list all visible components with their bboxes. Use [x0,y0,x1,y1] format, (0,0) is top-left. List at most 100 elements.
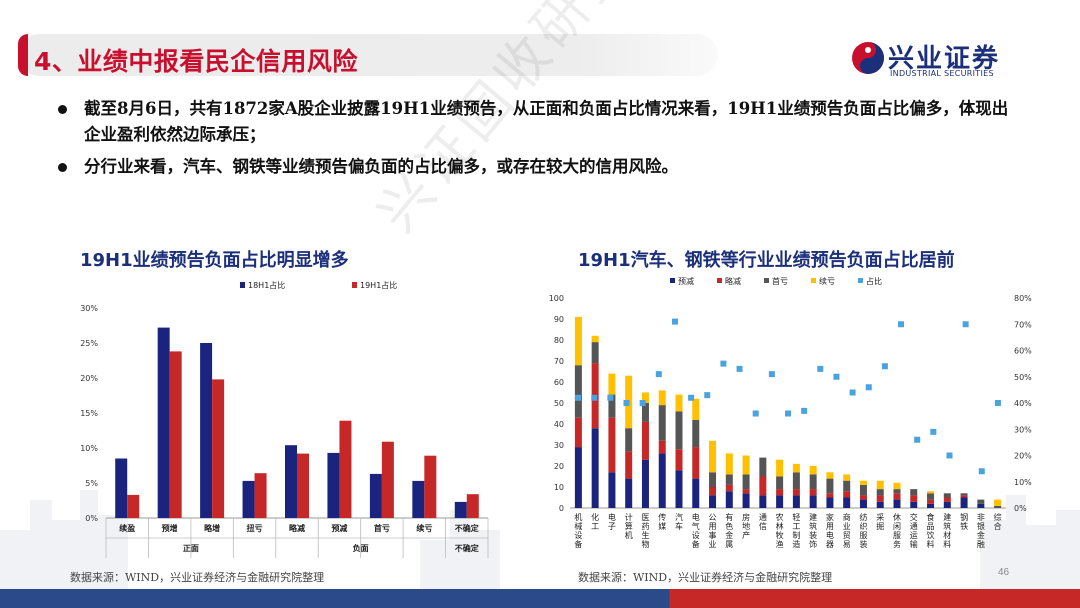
x-tick-label: 预减 [331,523,347,533]
x-tick-label: 电 [608,512,616,522]
stacked-bar-segment [893,499,901,508]
y2-tick-label: 60% [1014,347,1032,356]
y-tick-label: 20 [554,462,564,471]
stacked-bar-segment [809,489,817,496]
stacked-bar-segment [742,493,750,508]
ratio-marker [607,394,614,401]
stacked-bar-segment [675,411,683,450]
stacked-bar-segment [725,474,733,485]
chart-left-source: 数据来源：WIND，兴业证券经济与金融研究院整理 [70,571,325,584]
stacked-bar-segment [859,480,867,485]
x-tick-label: 生 [641,530,649,540]
stacked-bar-segment [742,474,750,490]
x-tick-label: 闲 [893,522,901,531]
bar [466,494,479,518]
x-tick-label: 贸 [843,530,851,540]
stacked-bar-segment [943,501,951,508]
chart-right-source: 数据来源：WIND，兴业证券经济与金融研究院整理 [578,571,833,584]
stacked-bar-segment [927,493,935,500]
x-tick-label: 略减 [289,523,305,533]
slide-title: 4、业绩中报看民企信用风险 [34,47,358,76]
legend-swatch [240,282,245,288]
ratio-marker [994,400,1001,406]
stacked-bar-segment [776,495,784,508]
legend-swatch [352,282,357,288]
stacked-bar-segment [641,403,649,422]
stacked-bar-segment [709,472,717,487]
y-tick-label: 30% [80,304,98,313]
legend-swatch [764,278,769,283]
y-tick-label: 5% [85,479,98,488]
legend-label: 占比 [866,276,882,286]
chart-right-title: 19H1汽车、钢铁等行业业绩预告负面占比居前 [578,250,955,271]
bar [297,453,309,518]
stacked-bar-segment [608,472,616,508]
x-tick-label: 轻 [792,512,800,522]
y-tick-label: 90 [554,315,564,324]
x-tick-label: 车 [675,521,683,531]
legend-swatch [670,278,675,283]
x-tick-label: 子 [608,522,616,531]
title-accent-bar [18,34,28,76]
y-tick-label: 50 [554,399,564,408]
x-tick-label: 电 [826,530,834,540]
x-tick-label: 略增 [204,523,220,533]
x-tick-label: 化 [591,512,599,522]
x-tick-label: 务 [893,539,901,549]
stacked-bar-segment [960,497,968,508]
stacked-bar-segment [759,495,767,508]
x-tick-label: 综 [994,512,1002,522]
x-tick-label: 电 [692,512,700,522]
x-tick-label: 工 [792,522,800,531]
bar [339,420,352,518]
y2-tick-label: 70% [1014,320,1032,329]
x-tick-label: 扭亏 [247,523,263,533]
x-tick-label: 通 [759,512,767,522]
x-tick-label: 银 [977,521,985,531]
bar [254,473,267,518]
stacked-bar-segment [859,484,867,496]
bullet-dot-icon [58,163,67,172]
x-tick-label: 品 [927,522,935,531]
x-tick-label: 非 [977,512,985,522]
bar [369,473,382,518]
x-tick-label: 农 [776,512,784,522]
x-tick-label: 续亏 [416,523,432,533]
stacked-bar-segment [591,342,599,364]
y-tick-label: 0 [559,504,564,513]
stacked-bar-segment [792,489,800,496]
y-tick-label: 25% [80,339,98,348]
ratio-marker [930,428,937,435]
y-tick-label: 0% [85,514,98,523]
stacked-bar-segment [658,453,666,508]
x-tick-label: 饰 [809,539,817,549]
legend-label: 首亏 [772,276,788,286]
bar [285,445,297,518]
stacked-bar-segment [977,499,985,504]
stacked-bar-segment [675,449,683,471]
x-tick-label: 业 [843,521,851,531]
stacked-bar-segment [625,451,633,479]
stacked-bar-segment [792,463,800,473]
logo-english-name: INDUSTRIAL SECURITIES [890,69,994,78]
stacked-bar-segment [608,394,616,418]
bar [212,379,225,518]
y2-tick-label: 40% [1014,399,1032,408]
x-tick-label: 属 [725,540,733,549]
stacked-bar-segment [910,489,918,496]
ratio-marker [785,410,791,417]
x-tick-label: 信 [759,521,767,531]
stacked-bar-segment [574,417,582,448]
x-tick-label: 备 [574,539,582,549]
bar [381,441,394,518]
x-tick-label: 公 [709,513,717,522]
ratio-marker [865,384,872,391]
stacked-bar-segment [843,474,851,481]
bar [454,501,467,518]
ratio-marker [946,452,953,459]
x-tick-label: 造 [792,539,800,549]
y2-tick-label: 50% [1014,373,1032,382]
stacked-bar-segment [910,495,918,502]
x-tick-label: 掘 [876,522,884,531]
x-tick-label: 筑 [943,521,951,531]
